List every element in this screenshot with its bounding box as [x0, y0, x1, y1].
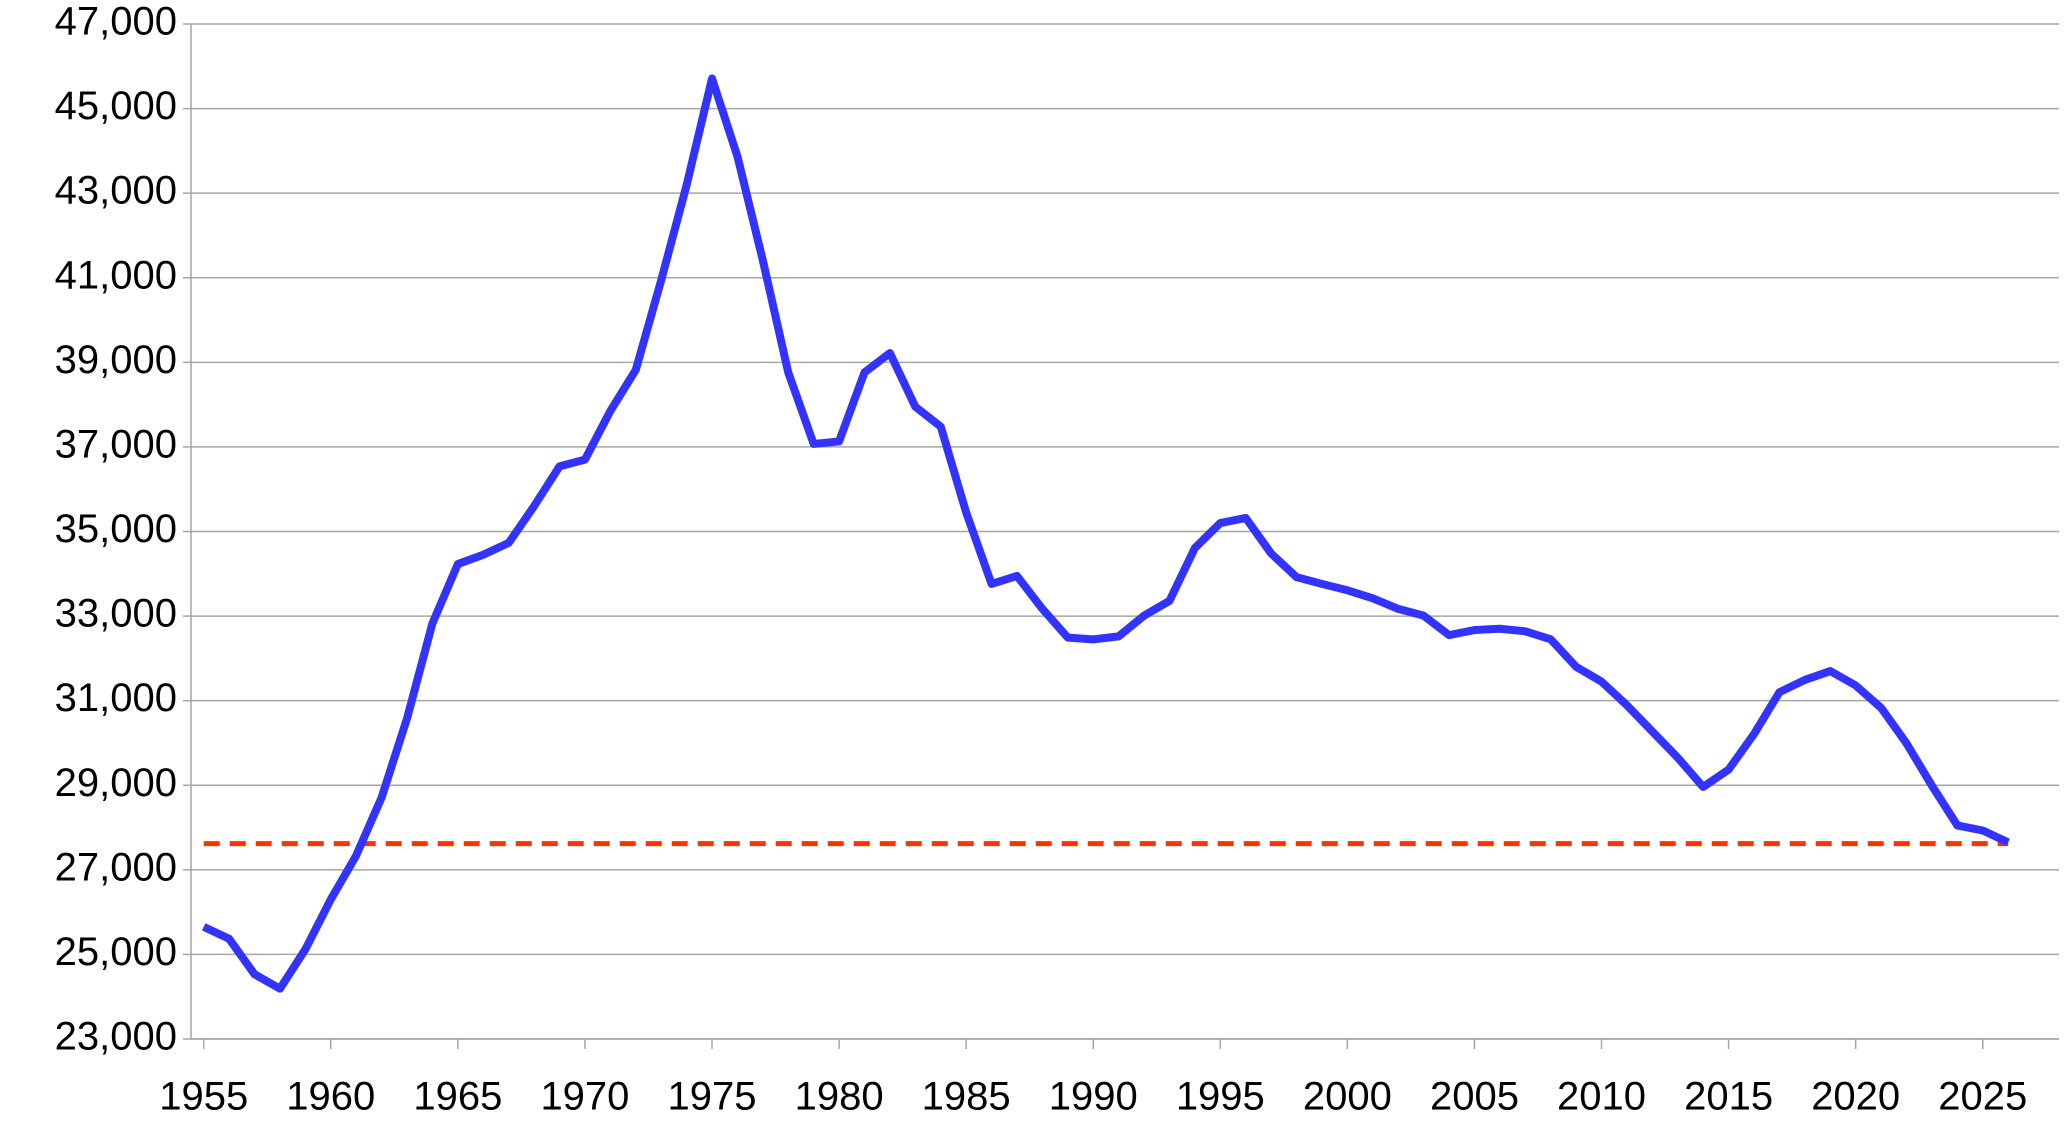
y-tick-label: 31,000	[55, 676, 177, 720]
x-tick-label: 2000	[1303, 1075, 1392, 1119]
y-tick-label: 23,000	[55, 1015, 177, 1059]
x-tick-label: 1970	[540, 1075, 629, 1119]
y-tick-label: 45,000	[55, 84, 177, 128]
y-tick-label: 29,000	[55, 761, 177, 805]
y-tick-label: 25,000	[55, 930, 177, 974]
x-tick-label: 1960	[286, 1075, 375, 1119]
y-tick-label: 41,000	[55, 253, 177, 297]
y-tick-label: 33,000	[55, 592, 177, 636]
y-tick-label: 39,000	[55, 338, 177, 382]
x-tick-label: 1985	[922, 1075, 1011, 1119]
y-tick-label: 47,000	[55, 0, 177, 44]
y-tick-label: 37,000	[55, 422, 177, 466]
y-tick-label: 43,000	[55, 169, 177, 213]
x-tick-label: 2025	[1938, 1075, 2027, 1119]
x-tick-label: 1975	[668, 1075, 757, 1119]
x-tick-label: 1990	[1049, 1075, 1138, 1119]
x-tick-label: 2015	[1684, 1075, 1773, 1119]
y-tick-label: 27,000	[55, 845, 177, 889]
x-tick-label: 2005	[1430, 1075, 1519, 1119]
x-tick-label: 1980	[795, 1075, 884, 1119]
y-tick-label: 35,000	[55, 507, 177, 551]
x-tick-label: 1955	[159, 1075, 248, 1119]
x-tick-label: 2020	[1811, 1075, 1900, 1119]
x-tick-label: 1965	[413, 1075, 502, 1119]
data-line	[202, 74, 2010, 993]
x-tick-label: 1995	[1176, 1075, 1265, 1119]
x-tick-label: 2010	[1557, 1075, 1646, 1119]
